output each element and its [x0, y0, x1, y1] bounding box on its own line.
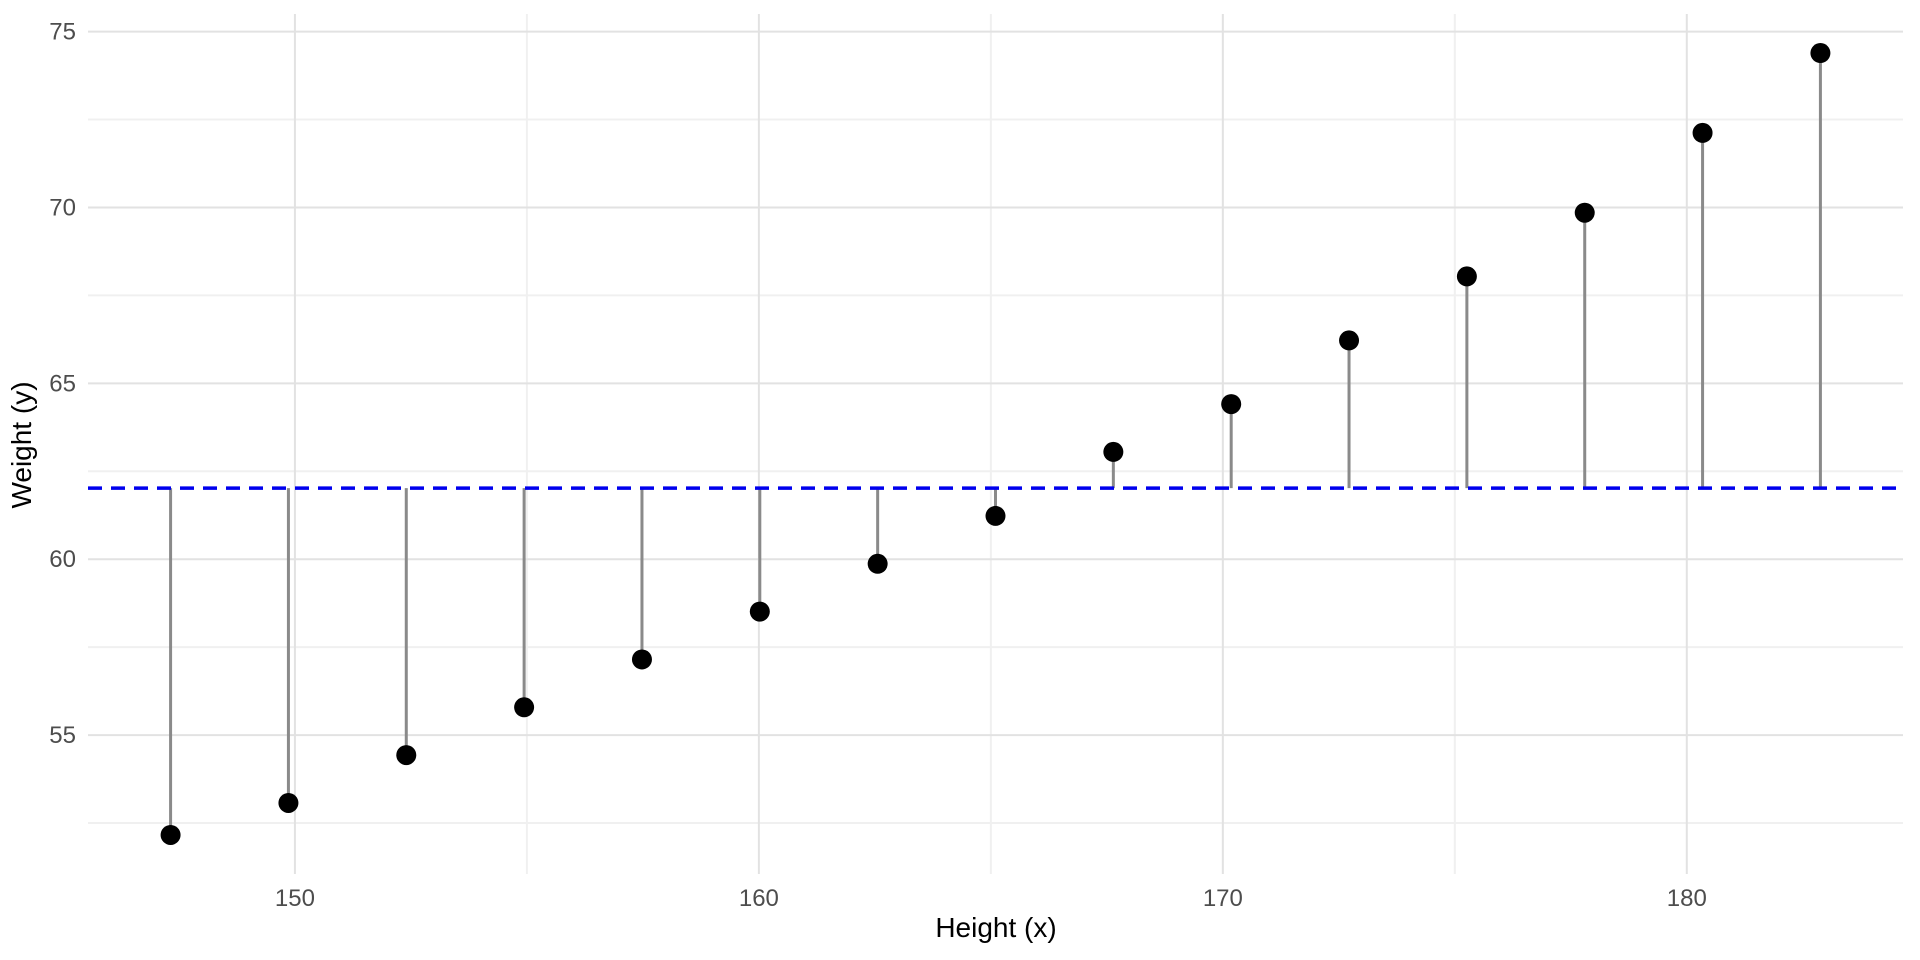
data-point [278, 792, 299, 813]
data-point [985, 505, 1006, 526]
data-point [1339, 330, 1360, 351]
y-tick-label: 70 [49, 194, 76, 221]
x-axis-title: Height (x) [935, 912, 1057, 943]
data-point [631, 649, 652, 670]
x-tick-label: 180 [1667, 885, 1707, 912]
data-point [396, 745, 417, 766]
data-point [514, 697, 535, 718]
data-point [1456, 266, 1477, 287]
data-point [1810, 43, 1831, 64]
data-point [1103, 441, 1124, 462]
y-axis-title: Weight (y) [6, 381, 37, 509]
y-tick-label: 55 [49, 722, 76, 749]
data-point [1692, 122, 1713, 143]
x-tick-label: 170 [1203, 885, 1243, 912]
data-point [867, 553, 888, 574]
data-point [160, 824, 181, 845]
y-tick-label: 75 [49, 19, 76, 46]
data-point [1221, 394, 1242, 415]
data-point [749, 601, 770, 622]
data-point [1574, 202, 1595, 223]
y-tick-label: 65 [49, 370, 76, 397]
y-tick-label: 60 [49, 546, 76, 573]
x-tick-label: 160 [739, 885, 779, 912]
x-tick-label: 150 [275, 885, 315, 912]
